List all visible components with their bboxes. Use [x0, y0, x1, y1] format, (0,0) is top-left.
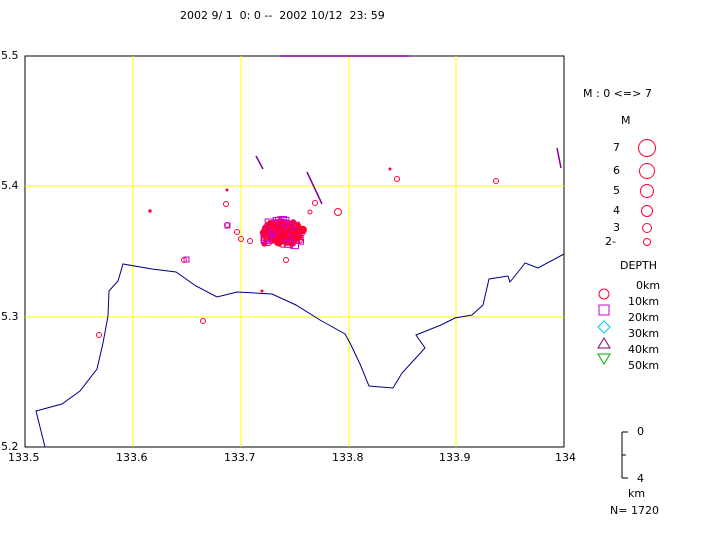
earthquake-marker [260, 289, 264, 293]
x-tick-label: 134 [555, 451, 576, 464]
magnitude-2-symbol [643, 238, 651, 246]
magnitude-label: 6 [613, 164, 620, 177]
magnitude-label: 5 [613, 184, 620, 197]
y-tick-label: 35.5 [0, 49, 19, 62]
depth-label: 20km [628, 311, 660, 324]
magnitude-title: M [621, 114, 631, 127]
y-tick-label: 35.3 [0, 310, 19, 323]
scale-bar [621, 431, 628, 479]
earthquake-marker [247, 238, 253, 244]
fault-lines [255, 55, 562, 205]
magnitude-label: 2- [605, 235, 616, 248]
magnitude-5-symbol [640, 184, 654, 198]
magnitude-label: 4 [613, 204, 620, 217]
magnitude-legend-symbols [638, 139, 656, 246]
earthquake-marker [225, 188, 229, 192]
depth-label: 50km [628, 359, 660, 372]
earthquake-marker [493, 178, 499, 184]
earthquake-marker [267, 219, 274, 227]
earthquake-marker [307, 209, 313, 215]
earthquake-marker [292, 232, 299, 239]
depth-30km-diamond-symbol [597, 320, 611, 334]
depth-label: 30km [628, 327, 660, 340]
depth-label: 40km [628, 343, 660, 356]
depth-20km-square-symbol [598, 304, 610, 316]
x-tick-label: 133.5 [8, 451, 40, 464]
earthquake-marker [224, 222, 231, 229]
earthquake-marker [148, 209, 152, 213]
x-tick-label: 133.7 [224, 451, 256, 464]
coastline [35, 253, 565, 448]
x-tick-label: 133.8 [332, 451, 364, 464]
depth-10km-circle-symbol [598, 288, 610, 300]
magnitude-6-symbol [639, 163, 655, 179]
period-title: 2002 9/ 1 0: 0 -- 2002 10/12 23: 59 [180, 9, 385, 22]
earthquake-marker [223, 201, 229, 207]
scale-bottom-label: 4 [637, 472, 644, 485]
depth-legend-symbols [597, 288, 611, 365]
y-tick-label: 35.2 [0, 440, 19, 453]
earthquake-marker [290, 240, 299, 250]
scale-top-label: 0 [637, 425, 644, 438]
scale-unit-label: km [628, 487, 646, 500]
magnitude-4-symbol [641, 205, 653, 217]
depth-50km-triangle-down-symbol [597, 353, 611, 365]
earthquake-marker [312, 200, 318, 206]
earthquake-marker [234, 229, 240, 235]
event-count: N= 1720 [610, 504, 659, 517]
magnitude-label: 7 [613, 141, 620, 154]
magnitude-3-symbol [642, 223, 652, 233]
earthquake-marker [96, 332, 102, 338]
y-tick-label: 35.4 [0, 179, 19, 192]
depth-title: DEPTH [620, 259, 658, 272]
earthquake-marker [298, 225, 307, 235]
earthquake-marker [284, 222, 293, 230]
map-grid [25, 56, 564, 447]
magnitude-range-label: M : 0 <=> 7 [583, 87, 652, 100]
earthquake-markers [96, 167, 499, 338]
depth-label: 10km [628, 295, 660, 308]
x-tick-label: 133.9 [439, 451, 471, 464]
earthquake-marker [267, 229, 276, 238]
magnitude-label: 3 [613, 221, 620, 234]
magnitude-7-symbol [638, 139, 656, 157]
depth-label: 0km [636, 279, 661, 292]
x-tick-label: 133.6 [116, 451, 148, 464]
earthquake-marker [334, 208, 342, 216]
earthquake-marker [261, 228, 271, 238]
earthquake-marker [183, 256, 190, 263]
earthquake-marker [394, 176, 400, 182]
earthquake-marker [276, 227, 287, 238]
map-frame [24, 55, 565, 448]
earthquake-marker [238, 236, 244, 242]
earthquake-marker [200, 318, 206, 324]
earthquake-marker [283, 257, 289, 263]
depth-40km-triangle-symbol [597, 337, 611, 349]
earthquake-marker [388, 167, 392, 171]
earthquake-marker [264, 237, 273, 247]
earthquake-marker [278, 215, 287, 225]
